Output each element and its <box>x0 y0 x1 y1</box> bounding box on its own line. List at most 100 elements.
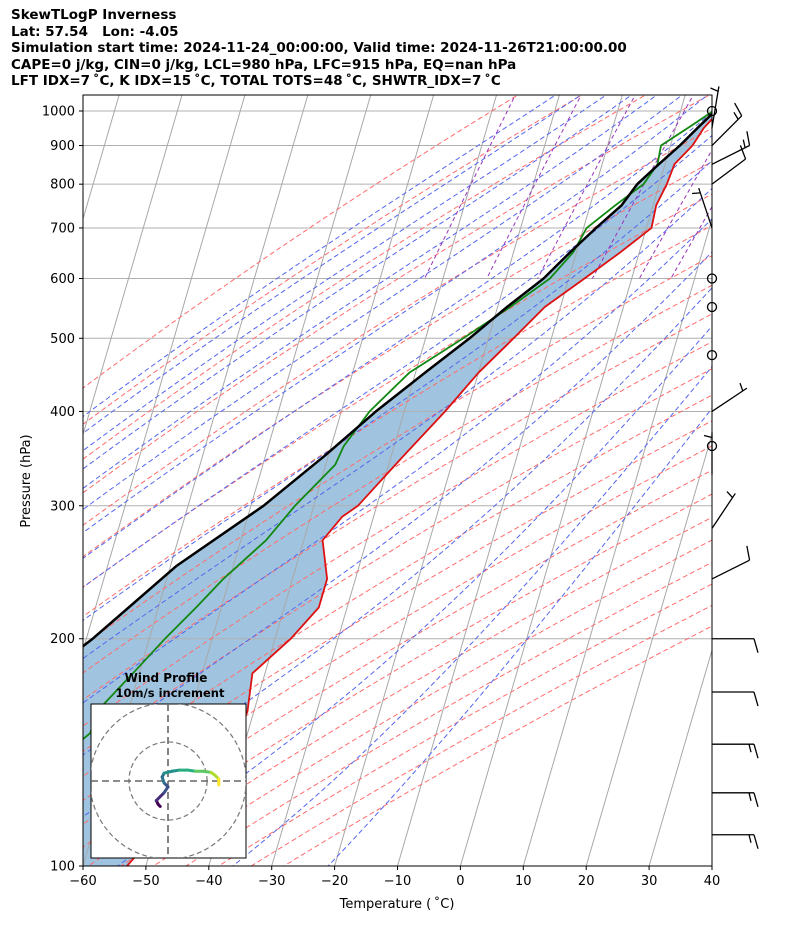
cape-line: CAPE=0 j/kg, CIN=0 j/kg, LCL=980 hPa, LF… <box>11 56 517 73</box>
wind-barb-shaft <box>711 559 750 580</box>
wind-barb-half-flag <box>748 744 752 753</box>
dry-adiabat-line <box>83 394 712 777</box>
indices-line: LFT IDX=7 ˚C, K IDX=15 ˚C, TOTAL TOTS=48… <box>11 73 501 89</box>
hodograph-title: Wind Profile <box>125 671 208 685</box>
wind-barb <box>711 131 751 165</box>
isotherm-line <box>334 95 560 866</box>
wind-barb <box>711 145 747 185</box>
y-tick-label: 700 <box>50 221 75 236</box>
wind-barb-half-flag <box>726 491 734 499</box>
x-tick-label: 40 <box>704 874 721 889</box>
wind-barb <box>712 638 759 653</box>
wind-barb-half-flag <box>703 434 713 439</box>
dry-adiabat-line <box>87 493 712 866</box>
wind-barb-flag <box>753 834 759 849</box>
x-tick-label: 30 <box>641 874 658 889</box>
wind-barb-flag <box>753 638 759 653</box>
dry-adiabat-line <box>120 516 712 866</box>
dry-adiabat-line <box>83 95 519 389</box>
moist-adiabat-line <box>83 251 712 756</box>
wind-barb-half-flag <box>739 382 744 392</box>
x-tick-label: −30 <box>258 874 285 889</box>
wind-barb <box>710 86 720 128</box>
y-tick-label: 400 <box>50 405 75 420</box>
x-tick-label: −40 <box>195 874 222 889</box>
x-tick-label: 20 <box>578 874 595 889</box>
dry-adiabat-line <box>83 368 712 753</box>
wind-barb-half-flag <box>733 111 739 120</box>
moist-adiabat-line <box>83 95 709 534</box>
wind-barb-half-flag <box>748 792 752 801</box>
dry-adiabat-line <box>83 313 712 701</box>
wind-barb <box>711 102 743 147</box>
wind-barb-half-flag <box>742 139 746 148</box>
isotherm-line <box>711 864 712 866</box>
time-line: Simulation start time: 2024-11-24_00:00:… <box>11 40 627 56</box>
wind-barb <box>712 743 759 759</box>
moist-adiabat-line <box>83 111 712 559</box>
isotherm-line <box>271 95 498 866</box>
x-tick-label: −60 <box>69 874 96 889</box>
dry-adiabat-line <box>217 583 712 866</box>
dry-adiabat-line <box>83 224 712 618</box>
wind-barb-flag <box>739 145 747 160</box>
y-tick-label: 500 <box>50 332 75 347</box>
isotherm-line <box>83 95 183 437</box>
y-tick-label: 1000 <box>42 104 75 119</box>
wind-barb <box>711 491 736 529</box>
dewpoint-line <box>83 110 712 741</box>
chart-title: SkewTLogP Inverness <box>11 7 177 23</box>
wind-barb <box>712 792 759 808</box>
isotherm-line <box>648 648 712 866</box>
dry-adiabat-line <box>83 161 712 558</box>
wind-barb-shaft <box>711 86 720 128</box>
parcel-path-line <box>83 112 712 648</box>
y-axis-label: Pressure (hPa) <box>19 434 34 527</box>
moist-adiabat-line <box>83 218 712 704</box>
hodograph-subtitle: 10m/s increment <box>116 686 225 700</box>
moist-adiabat-line <box>83 187 712 660</box>
wind-barb-shaft <box>711 158 746 185</box>
moist-adiabat-line <box>327 407 712 866</box>
wind-barb-shaft <box>698 187 713 229</box>
dry-adiabat-line <box>83 95 647 460</box>
wind-barb <box>711 382 748 412</box>
wind-barb <box>711 545 751 580</box>
wind-barb-flag <box>753 691 759 707</box>
moist-adiabat-line <box>83 160 712 621</box>
dry-adiabat-line <box>83 95 583 425</box>
wind-barb-half-flag <box>748 834 752 843</box>
x-tick-label: −10 <box>384 874 411 889</box>
temperature-line <box>126 117 712 866</box>
isotherm-line <box>459 95 686 866</box>
wind-barb-flag <box>746 131 751 146</box>
moist-adiabat-line <box>83 287 712 818</box>
isotherm-line <box>83 95 246 653</box>
y-tick-label: 800 <box>50 178 75 193</box>
x-tick-label: 10 <box>515 874 532 889</box>
moist-adiabat-line <box>83 95 658 489</box>
y-tick-label: 600 <box>50 272 75 287</box>
moist-adiabat-line <box>83 95 608 452</box>
mixing-ratio-line <box>670 205 712 279</box>
chart-header: SkewTLogP Inverness Lat: 57.54 Lon: -4.0… <box>11 7 627 90</box>
wind-barb <box>692 187 713 229</box>
isotherm-line <box>396 95 623 866</box>
dry-adiabat-line <box>83 469 712 848</box>
wind-barb-shaft <box>711 493 736 529</box>
wind-barb <box>712 691 759 707</box>
wind-barb-shaft <box>711 387 748 412</box>
dry-adiabat-line <box>83 445 712 825</box>
moist-adiabat-line <box>83 95 633 470</box>
isotherm-line <box>585 432 712 866</box>
moist-adiabat-line <box>83 95 557 418</box>
mixing-ratio-line <box>753 92 794 279</box>
mixing-ratio-line <box>537 95 636 279</box>
y-tick-label: 300 <box>50 499 75 514</box>
wind-barb-half-flag <box>692 192 701 195</box>
wind-barb-flag <box>753 792 759 808</box>
hodograph-inset: Wind Profile 10m/s increment <box>90 671 247 859</box>
wind-barb-half-flag <box>710 87 719 92</box>
mixing-ratio-line <box>781 92 794 279</box>
wind-barb-flag <box>753 743 759 759</box>
